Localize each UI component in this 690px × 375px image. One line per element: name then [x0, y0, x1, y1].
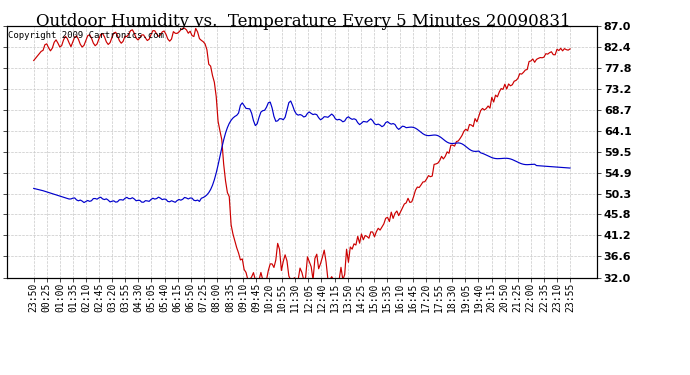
- Text: Outdoor Humidity vs.  Temperature Every 5 Minutes 20090831: Outdoor Humidity vs. Temperature Every 5…: [37, 13, 571, 30]
- Text: Copyright 2009 Cartronics.com: Copyright 2009 Cartronics.com: [8, 31, 164, 40]
